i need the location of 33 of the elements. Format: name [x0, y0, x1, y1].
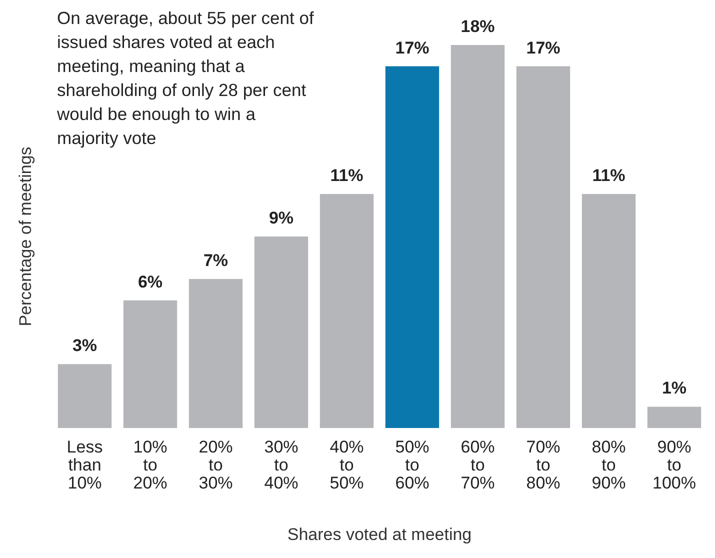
- data-label: 6%: [138, 272, 163, 292]
- data-label: 3%: [72, 336, 98, 356]
- bar: [647, 406, 702, 428]
- data-label: 7%: [203, 251, 228, 270]
- x-tick-label: 70% to 80%: [526, 438, 560, 492]
- annotation: On average, about 55 per cent of issued shares voted at each meeting, meaning that a shareholding of only 28 per cent would be enough to win a majority vote: [56, 8, 319, 148]
- x-tick-label: 40% to 50%: [330, 438, 364, 492]
- x-axis-title: Shares voted at meeting: [287, 525, 472, 544]
- x-tick-label: 60% to 70%: [460, 438, 495, 492]
- x-tick-label: 10% to 20%: [133, 438, 168, 492]
- bar: [516, 66, 570, 428]
- bar: [385, 66, 440, 428]
- data-label: 9%: [268, 208, 294, 228]
- bar: [582, 194, 636, 428]
- x-tick-label: 80% to 90%: [592, 438, 626, 492]
- y-axis-title: Percentage of meetings: [16, 146, 35, 326]
- data-label: 18%: [460, 17, 495, 36]
- data-label: 11%: [330, 166, 364, 185]
- data-label: 11%: [592, 166, 626, 185]
- bar: [320, 194, 374, 428]
- x-tick-label: 30% to 40%: [264, 438, 298, 492]
- bar: [123, 300, 178, 428]
- bar: [254, 236, 308, 428]
- x-tick-label: 20% to 30%: [198, 438, 233, 492]
- data-label: 17%: [526, 38, 560, 58]
- bar: [58, 364, 112, 428]
- x-tick-label: Less than 10%: [66, 438, 103, 492]
- data-label: 1%: [662, 378, 687, 398]
- data-label: 17%: [395, 38, 430, 58]
- bar: [188, 279, 243, 428]
- x-tick-label: 50% to 60%: [395, 438, 430, 492]
- x-tick-label: 90% to 100%: [652, 438, 696, 492]
- bar: [450, 45, 505, 428]
